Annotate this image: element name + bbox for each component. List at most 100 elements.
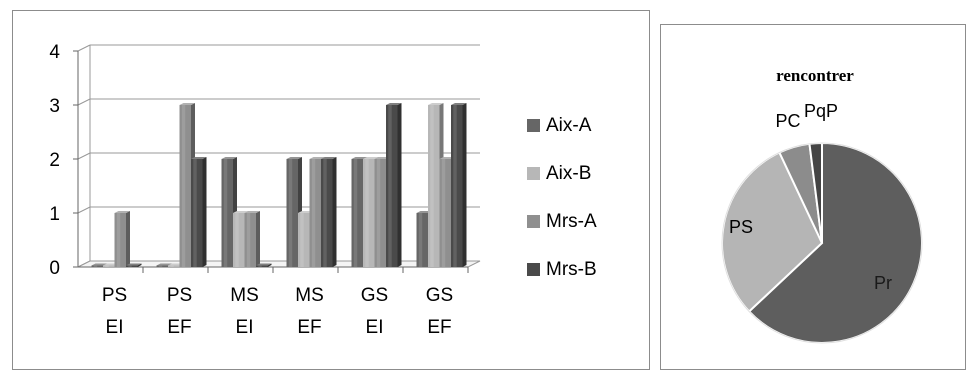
bar-highlight: [223, 159, 228, 267]
pie-title: rencontrer: [776, 66, 854, 85]
bar-highlight: [430, 105, 434, 267]
bar-top: [91, 263, 107, 266]
y-tick-label: 4: [49, 42, 60, 63]
bar-mrs-b: [386, 103, 402, 267]
bar-top: [309, 157, 325, 159]
pie-label: Pr: [874, 273, 892, 293]
x-tick-label-line1: MS: [230, 285, 259, 306]
bar-highlight: [418, 213, 423, 267]
bar-top: [321, 157, 337, 159]
pie-outline: [721, 142, 923, 344]
bar-top: [191, 157, 207, 159]
y-tick-label: 1: [49, 204, 60, 225]
pie-chart: rencontrer Pr PS PC PqP: [721, 66, 923, 344]
bar-top: [428, 103, 444, 105]
pie-label: PqP: [804, 101, 838, 121]
legend-label: Aix-A: [546, 115, 592, 136]
bar-highlight: [441, 159, 446, 267]
y-tick-label: 2: [49, 150, 60, 171]
side-gridline: [77, 206, 91, 214]
bar-highlight: [311, 159, 316, 267]
legend-label: Aix-B: [546, 163, 591, 184]
bar-top: [451, 103, 467, 105]
bar-highlight: [235, 213, 239, 267]
x-tick-label-line2: EF: [167, 317, 191, 338]
legend-swatch: [527, 263, 540, 276]
bar-side: [267, 263, 272, 267]
side-gridline: [77, 98, 91, 106]
pie-label: PC: [775, 111, 800, 131]
bar-highlight: [288, 159, 293, 267]
x-tick-label-line2: EF: [297, 317, 321, 338]
x-tick-label-line2: EI: [366, 317, 384, 338]
bar-highlight: [365, 159, 369, 267]
bar-top: [256, 263, 272, 266]
y-tick-label: 0: [49, 258, 60, 279]
x-tick-label-line2: EI: [106, 317, 124, 338]
bar-highlight: [323, 159, 327, 267]
bar-highlight: [453, 105, 457, 267]
bar-mrs-a: [114, 211, 130, 267]
bar-top: [126, 263, 142, 266]
bar-highlight: [116, 213, 121, 267]
bar-mrs-b: [321, 157, 337, 267]
x-tick-label-line1: PS: [167, 285, 192, 306]
legend-label: Mrs-A: [546, 211, 597, 232]
bar-mrs-b: [191, 157, 207, 267]
bar-side: [137, 263, 142, 267]
bar-highlight: [388, 105, 392, 267]
x-tick-label-line1: PS: [102, 285, 127, 306]
bar-highlight: [181, 105, 186, 267]
bar-highlight: [258, 265, 262, 267]
bar-side: [397, 103, 402, 267]
bar-highlight: [300, 213, 304, 267]
bar-highlight: [105, 265, 109, 267]
bar-highlight: [170, 265, 174, 267]
bar-top: [244, 211, 260, 213]
bar-highlight: [376, 159, 381, 267]
bar-highlight: [193, 159, 197, 267]
bar-marks: [91, 103, 467, 267]
side-gridline: [77, 152, 91, 160]
y-tick-label: 3: [49, 96, 60, 117]
pie-slices: [721, 141, 923, 344]
bar-top: [179, 103, 195, 105]
bar-highlight: [128, 265, 132, 267]
pie-label: PS: [729, 217, 753, 237]
bar-mrs-b: [256, 263, 272, 267]
bar-highlight: [93, 265, 98, 267]
legend-label: Mrs-B: [546, 259, 597, 280]
bar-chart-panel: 0 1 2 3 4 PS EI PS EF MS EI MS EF GS EI GS EF Aix-A Aix-B M…: [12, 10, 650, 370]
x-tick-label-line2: EI: [236, 317, 254, 338]
bar-highlight: [246, 213, 251, 267]
bar-axes: 0 1 2 3 4 PS EI PS EF MS EI MS EF GS EI GS EF: [49, 42, 481, 338]
x-tick-label-line1: GS: [361, 285, 388, 306]
legend-swatch: [527, 167, 540, 180]
x-tick-label-line2: EF: [427, 317, 451, 338]
bar-top: [233, 211, 249, 213]
bar-side: [126, 211, 130, 267]
bar-top: [386, 103, 402, 105]
bar-mrs-b: [126, 263, 142, 267]
legend-swatch: [527, 215, 540, 228]
bar-side: [462, 103, 467, 267]
bar-mrs-b: [451, 103, 467, 267]
bar-top: [351, 157, 367, 159]
bar-highlight: [158, 265, 163, 267]
bar-top: [114, 211, 130, 213]
bar-side: [256, 211, 260, 267]
bar-top: [286, 157, 302, 159]
legend-swatch: [527, 119, 540, 132]
bar-top: [363, 157, 379, 159]
bar-mrs-a: [244, 211, 260, 267]
x-tick-label-line1: GS: [426, 285, 453, 306]
bar-highlight: [353, 159, 358, 267]
bar-top: [156, 263, 172, 266]
bar-top: [221, 157, 237, 159]
legend: Aix-A Aix-B Mrs-A Mrs-B: [527, 115, 597, 280]
pie-chart-panel: rencontrer Pr PS PC PqP: [660, 24, 966, 370]
bar-side: [202, 157, 207, 267]
x-tick-label-line1: MS: [295, 285, 324, 306]
bar-side: [332, 157, 337, 267]
bar-chart: 0 1 2 3 4 PS EI PS EF MS EI MS EF GS EI GS EF Aix-A Aix-B M…: [49, 42, 597, 338]
